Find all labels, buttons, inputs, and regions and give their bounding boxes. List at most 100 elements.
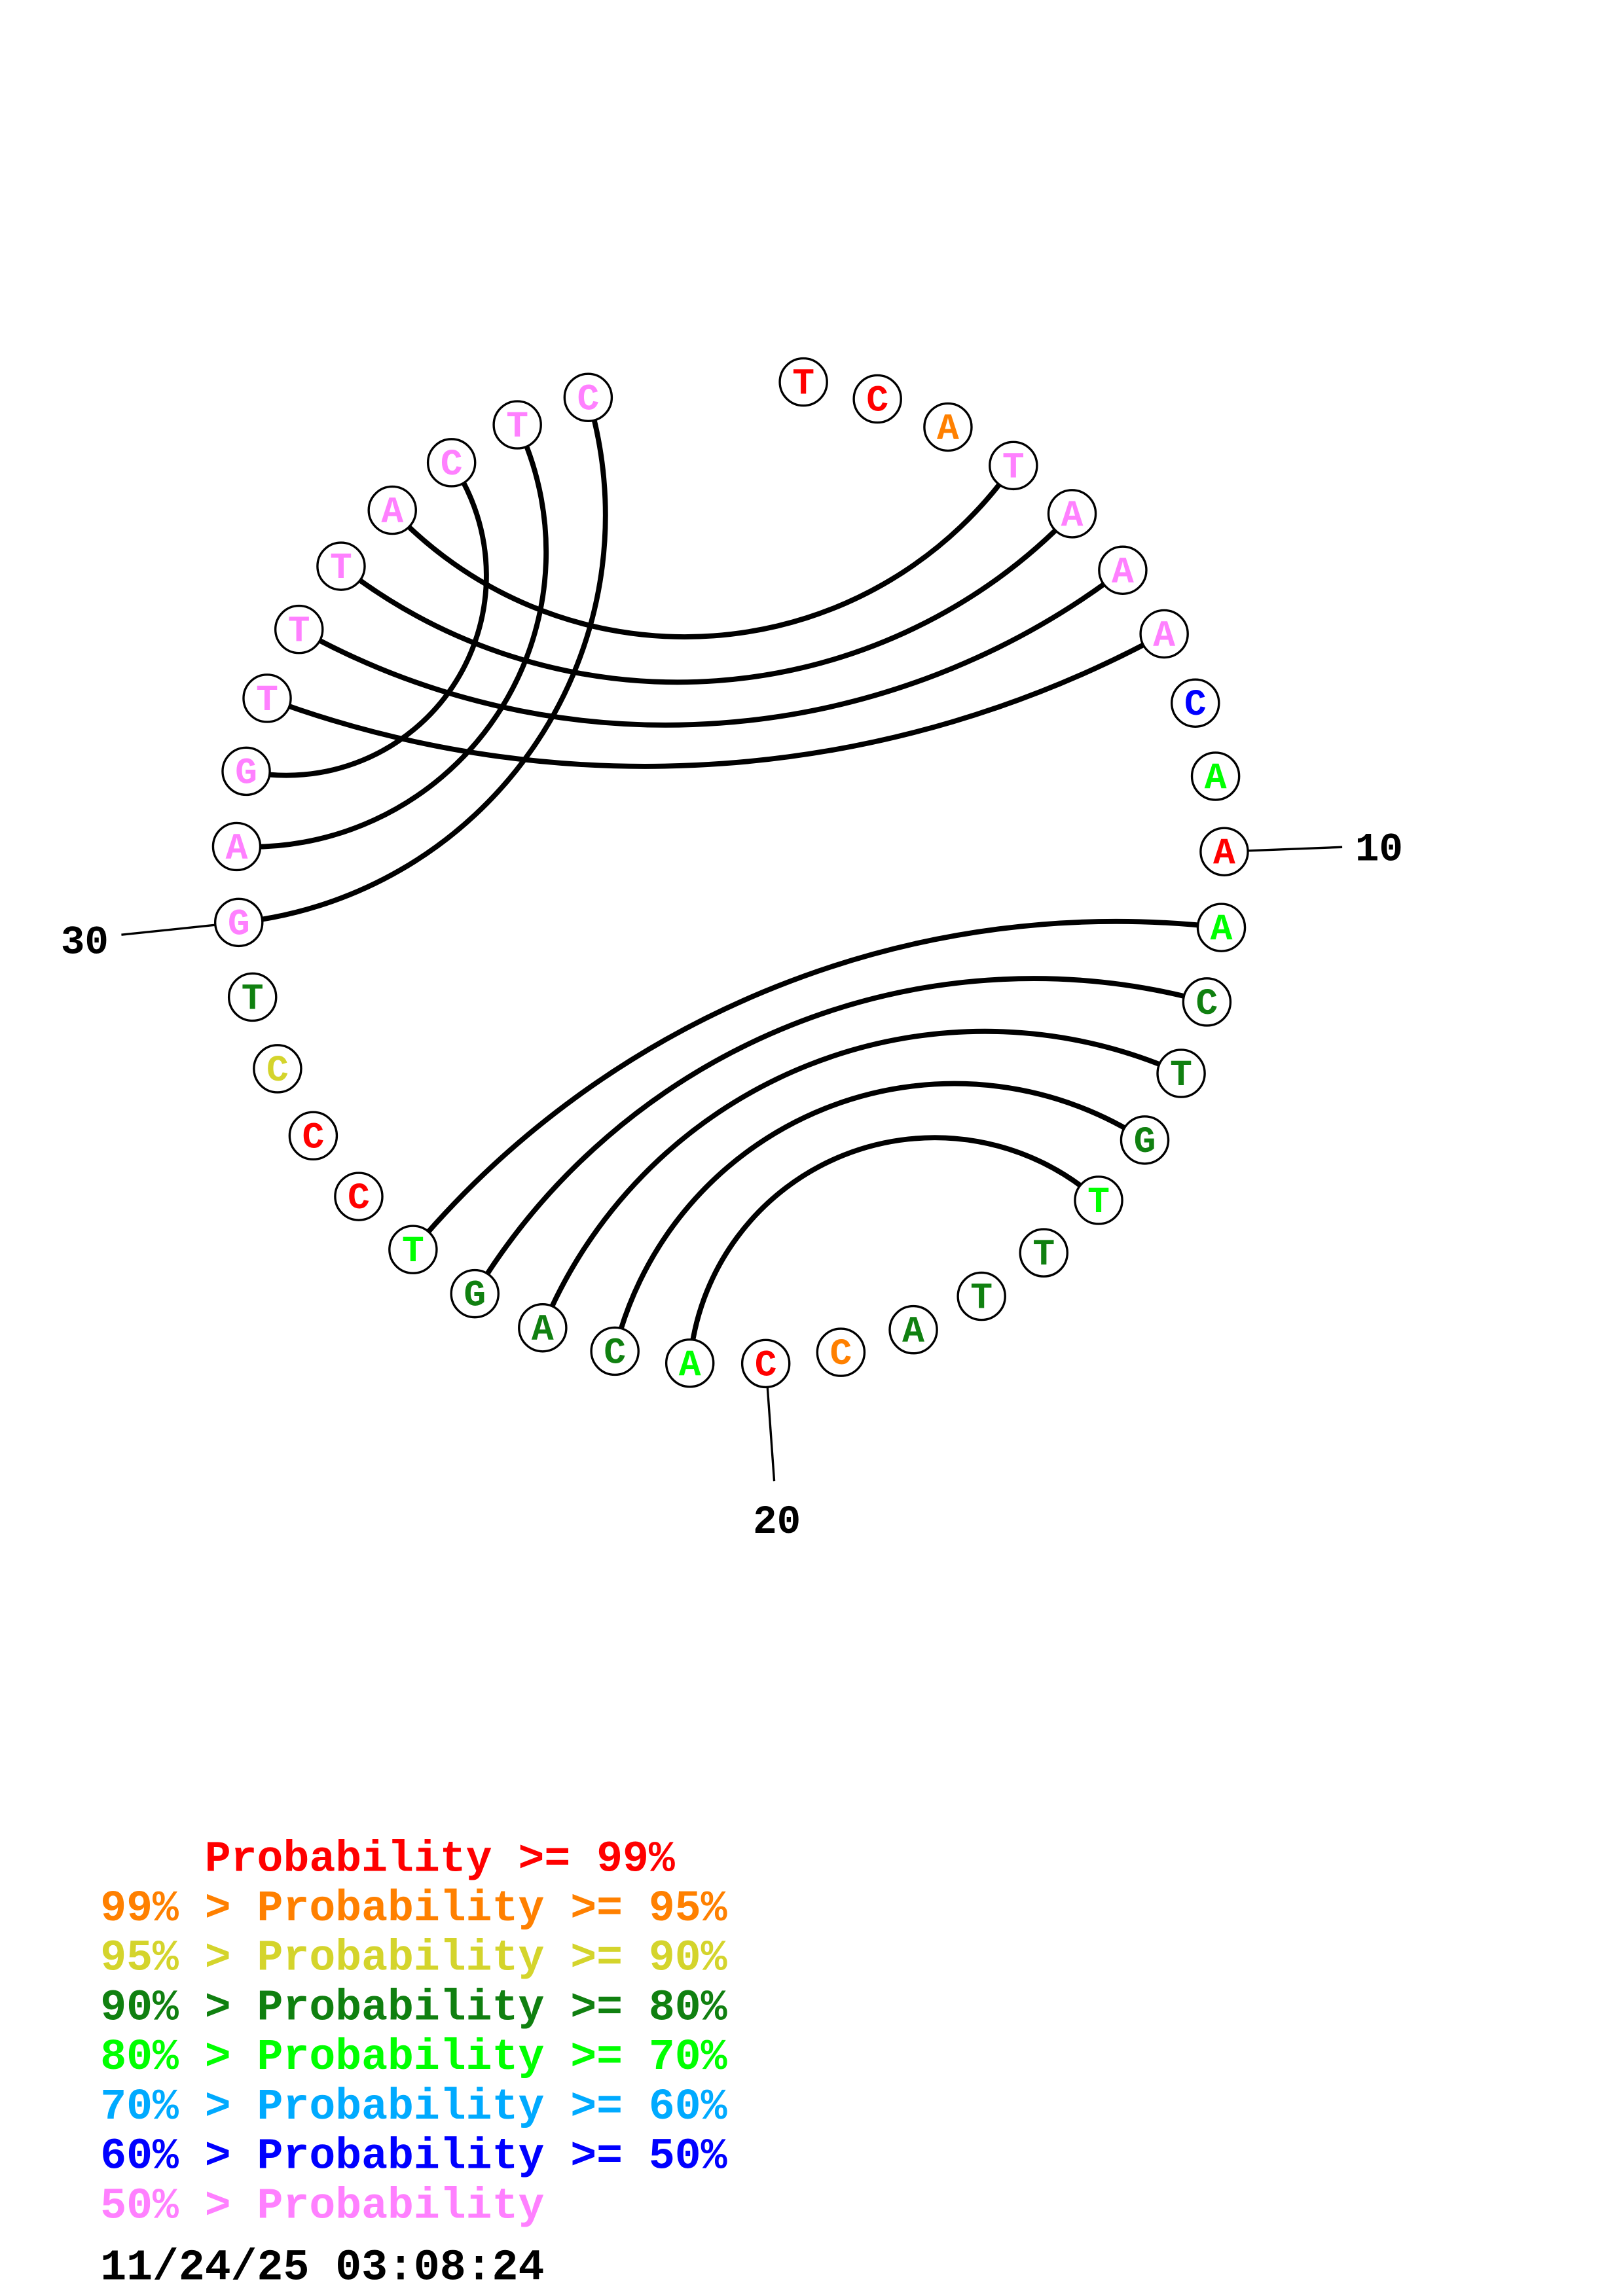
probability-legend: Probability >= 99%99% > Probability >= 9… (100, 1835, 727, 2231)
nucleotide-letter: A (937, 408, 959, 450)
legend-entry: 90% > Probability >= 80% (100, 1983, 727, 2032)
nucleotide-letter: T (1170, 1054, 1192, 1096)
nucleotide-circle (227, 972, 278, 1022)
nucleotide-circle (852, 374, 902, 424)
nucleotide-circle (1074, 1175, 1123, 1225)
nucleotide-letter: T (1087, 1181, 1110, 1223)
nucleotide-node: G (213, 897, 264, 948)
position-label: 30 (61, 921, 109, 966)
nucleotide-circle (492, 400, 542, 450)
nucleotide-letter: A (226, 827, 248, 869)
nucleotide-letter: A (1112, 551, 1134, 593)
legend-entry: 80% > Probability >= 70% (100, 2033, 727, 2082)
nucleotide-letter: T (288, 611, 310, 653)
nucleotide-letter: T (1002, 446, 1025, 488)
nucleotide-letter: C (302, 1117, 324, 1158)
nucleotide-node: A (665, 1338, 715, 1388)
nucleotide-letter: C (755, 1344, 777, 1386)
nucleotide-circle (1047, 489, 1097, 539)
nucleotide-node: A (1199, 827, 1249, 876)
nucleotide-circle (1190, 751, 1241, 801)
nucleotide-node: T (388, 1225, 438, 1274)
base-pair-arc (612, 1081, 1146, 1352)
nucleotide-node: A (1190, 751, 1241, 801)
nucleotide-circle (213, 897, 264, 948)
nucleotide-letter: A (381, 492, 403, 533)
nucleotide-node: G (1120, 1115, 1170, 1165)
nucleotide-node: C (1171, 678, 1220, 728)
position-ticks: 10 20 30 (61, 828, 1403, 1545)
nucleotide-node: C (740, 1338, 791, 1389)
nucleotide-letter: T (792, 363, 814, 405)
nucleotide-circle (957, 1271, 1006, 1321)
base-pair-arc (472, 976, 1208, 1295)
legend-entry: 95% > Probability >= 90% (100, 1934, 727, 1983)
nucleotide-circle (1171, 678, 1220, 728)
nucleotide-node: A (211, 821, 262, 872)
nucleotide-circle (665, 1338, 715, 1388)
nucleotide-node: T (1156, 1049, 1206, 1098)
nucleotide-letter: T (402, 1230, 424, 1272)
nucleotide-node: C (334, 1172, 384, 1221)
nucleotide-circle (334, 1172, 384, 1221)
nucleotide-circle (367, 485, 417, 535)
legend-entry: 50% > Probability (100, 2181, 544, 2231)
nucleotide-letter: T (242, 978, 264, 1020)
nucleotide-letter: G (1134, 1121, 1156, 1163)
nucleotide-circle (450, 1268, 500, 1319)
nucleotide-node: A (1139, 609, 1189, 659)
nucleotide-node: T (778, 357, 828, 407)
nucleotide-node: A (923, 402, 973, 452)
nucleotide-node: C (563, 372, 613, 423)
nucleotide-letter: C (348, 1177, 370, 1219)
nucleotide-circle (1139, 609, 1189, 659)
nucleotide-letter: A (1153, 615, 1175, 656)
nucleotide-circle (242, 673, 292, 723)
nucleotide-circle (316, 541, 366, 591)
nucleotide-letter: A (1061, 495, 1084, 537)
base-pair-arc (236, 423, 549, 850)
nucleotide-letter: T (970, 1278, 993, 1319)
nucleotide-letter: C (604, 1332, 626, 1374)
nucleotide-letter: G (464, 1275, 486, 1317)
nucleotide-circle (989, 440, 1038, 491)
nucleotide-circle (778, 357, 828, 407)
nucleotide-circle (1182, 977, 1232, 1027)
base-pair-arc (390, 464, 1016, 639)
nucleotide-letter: A (532, 1309, 554, 1351)
nucleotide-circle (740, 1338, 791, 1389)
nucleotide-circle (590, 1326, 640, 1376)
nucleotide-letter: T (1032, 1234, 1055, 1276)
nucleotide-circle (888, 1304, 938, 1355)
nucleotide-letter: A (902, 1311, 924, 1353)
nucleotide-circle (388, 1225, 438, 1274)
nucleotide-circle (1019, 1228, 1068, 1278)
nucleotide-circle (1098, 545, 1148, 595)
nucleotide-letter: T (330, 547, 352, 589)
legend-entry: Probability >= 99% (100, 1835, 675, 1884)
nucleotide-node: A (367, 485, 417, 535)
base-pair-arc (410, 918, 1222, 1251)
nucleotide-circle (426, 438, 477, 488)
legend-entry: 60% > Probability >= 50% (100, 2132, 727, 2181)
nucleotide-letter: C (577, 378, 599, 420)
legend-entry: 99% > Probability >= 95% (100, 1884, 727, 1933)
nucleotide-node: C (816, 1327, 866, 1377)
nucleotide-letter: G (228, 903, 250, 945)
nucleotide-node: C (1182, 977, 1232, 1027)
base-pair-arc (339, 512, 1074, 685)
nucleotide-node: T (274, 604, 324, 655)
nucleotide-circle (1199, 827, 1249, 876)
nucleotide-circle (211, 821, 262, 872)
nucleotide-node: T (1074, 1175, 1123, 1225)
nucleotide-node: A (1196, 903, 1247, 952)
position-tick (121, 924, 216, 936)
nucleotide-circle (816, 1327, 866, 1377)
position-label: 20 (753, 1500, 801, 1545)
base-pair-arc (246, 461, 489, 778)
nucleotide-node: C (852, 374, 902, 424)
nucleotide-letter: A (679, 1344, 701, 1386)
nucleotide-node: T (242, 673, 292, 723)
base-pair-arc (238, 397, 608, 925)
nucleotide-letter: T (506, 406, 528, 448)
